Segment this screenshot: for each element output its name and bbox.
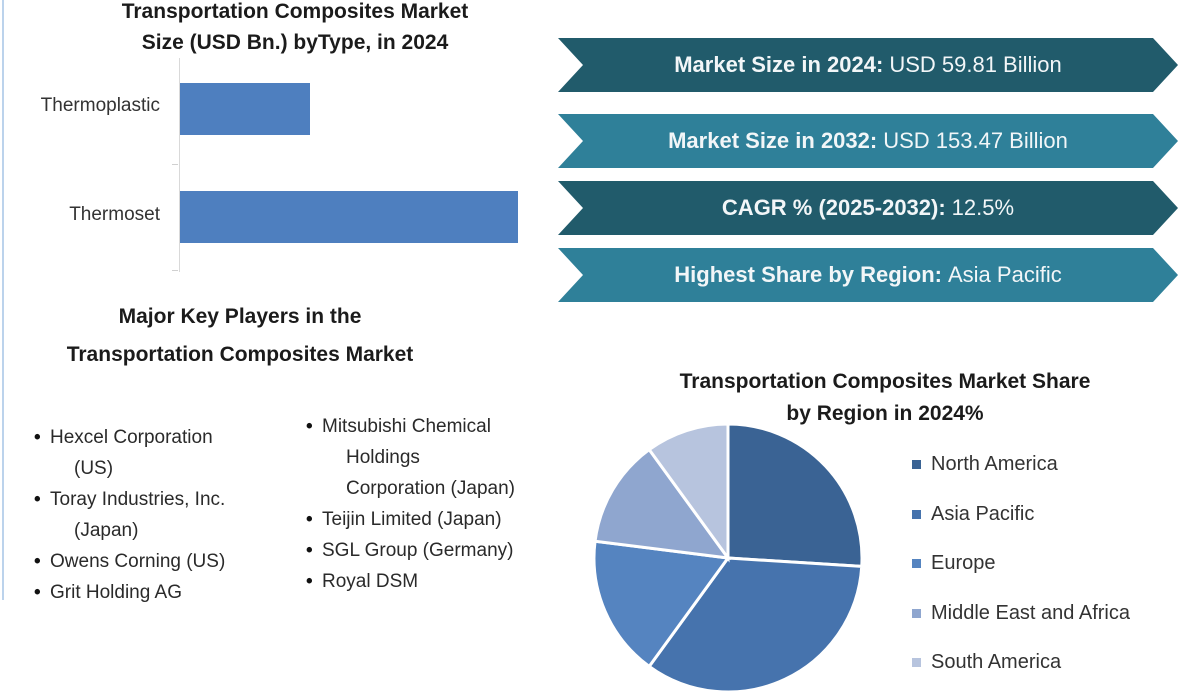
banner-key: Market Size in 2032: xyxy=(668,128,878,153)
legend-swatch-icon xyxy=(912,608,921,618)
banner-key: Market Size in 2024: xyxy=(674,52,884,77)
pie-chart-title: Transportation Composites Market Share b… xyxy=(630,366,1140,430)
legend-item-europe: Europe xyxy=(912,539,1130,589)
pie-chart-legend: North America Asia Pacific Europe Middle Ea… xyxy=(912,440,1130,688)
player-name: Mitsubishi Chemical xyxy=(322,416,491,437)
list-item: Owens Corning (US) xyxy=(34,546,294,577)
player-country: (US) xyxy=(74,458,114,479)
banner-key: CAGR % (2025-2032): xyxy=(721,195,946,220)
banner-value: 12.5% xyxy=(951,195,1015,220)
legend-swatch-icon xyxy=(912,509,921,519)
legend-label: Middle East and Africa xyxy=(931,601,1130,624)
left-border-line xyxy=(2,0,4,600)
bar-chart-title-line1: Transportation Composites Market xyxy=(121,0,469,23)
pie-slice-south-america xyxy=(647,422,730,563)
legend-item-asia-pacific: Asia Pacific xyxy=(912,490,1130,540)
legend-label: North America xyxy=(931,453,1058,476)
key-players-list-column2: Mitsubishi Chemical Holdings Corporation… xyxy=(306,411,556,597)
banner-key: Highest Share by Region: xyxy=(674,262,942,287)
banner-value: USD 59.81 Billion xyxy=(889,52,1062,77)
list-item: SGL Group (Germany) xyxy=(306,535,556,566)
key-players-title-line1: Major Key Players in the xyxy=(118,305,362,328)
bar-chart-category-axis xyxy=(179,58,180,272)
pie-chart-title-line2: by Region in 2024% xyxy=(786,402,984,425)
list-item: Teijin Limited (Japan) xyxy=(306,504,556,535)
key-players-title-line2: Transportation Composites Market xyxy=(66,343,414,366)
banner-value: Asia Pacific xyxy=(948,262,1062,287)
list-item: Grit Holding AG xyxy=(34,577,294,608)
player-name: Grit Holding AG xyxy=(50,582,182,603)
player-name-continued: Holdings xyxy=(346,447,420,468)
pie-chart-title-line1: Transportation Composites Market Share xyxy=(679,370,1091,393)
player-name: Toray Industries, Inc. xyxy=(50,489,226,510)
legend-swatch-icon xyxy=(912,460,921,470)
bar-label-thermoset: Thermoset xyxy=(69,204,160,225)
bar-chart-title: Transportation Composites Market Size (U… xyxy=(60,0,530,58)
pie-chart xyxy=(592,422,864,694)
axis-tick xyxy=(172,270,178,271)
bar-thermoplastic xyxy=(180,83,310,135)
banner-value: USD 153.47 Billion xyxy=(883,128,1068,153)
banner-highest-share-region: Highest Share by Region: Asia Pacific xyxy=(558,248,1178,302)
pie-slice-middle-east-and-africa xyxy=(593,447,732,560)
axis-tick xyxy=(172,164,178,165)
bar-chart-title-line2: Size (USD Bn.) byType, in 2024 xyxy=(141,31,449,54)
player-name: SGL Group (Germany) xyxy=(322,540,514,561)
legend-swatch-icon xyxy=(912,658,921,668)
key-players-title: Major Key Players in the Transportation … xyxy=(20,298,460,374)
key-players-list-column1: Hexcel Corporation (US) Toray Industries… xyxy=(34,422,294,608)
legend-label: Asia Pacific xyxy=(931,502,1035,525)
legend-item-middle-east-and-africa: Middle East and Africa xyxy=(912,589,1130,639)
list-item: Hexcel Corporation (US) xyxy=(34,422,294,484)
legend-label: South America xyxy=(931,651,1062,674)
player-name: Teijin Limited (Japan) xyxy=(322,509,502,530)
player-name: Owens Corning (US) xyxy=(50,551,226,572)
list-item: Mitsubishi Chemical Holdings Corporation… xyxy=(306,411,556,504)
player-country: (Japan) xyxy=(74,520,139,541)
legend-item-north-america: North America xyxy=(912,440,1130,490)
bar-label-thermoplastic: Thermoplastic xyxy=(40,95,160,116)
list-item: Royal DSM xyxy=(306,566,556,597)
player-name: Hexcel Corporation xyxy=(50,427,213,448)
pie-slice-north-america xyxy=(726,422,864,569)
banner-market-size-2024: Market Size in 2024: USD 59.81 Billion xyxy=(558,38,1178,92)
legend-swatch-icon xyxy=(912,559,921,569)
bar-thermoset xyxy=(180,191,518,243)
banner-cagr: CAGR % (2025-2032): 12.5% xyxy=(558,181,1178,235)
legend-label: Europe xyxy=(931,552,996,575)
list-item: Toray Industries, Inc. (Japan) xyxy=(34,484,294,546)
banner-market-size-2032: Market Size in 2032: USD 153.47 Billion xyxy=(558,114,1178,168)
player-name: Royal DSM xyxy=(322,571,419,592)
legend-item-south-america: South America xyxy=(912,638,1130,688)
player-country: Corporation (Japan) xyxy=(346,478,515,499)
